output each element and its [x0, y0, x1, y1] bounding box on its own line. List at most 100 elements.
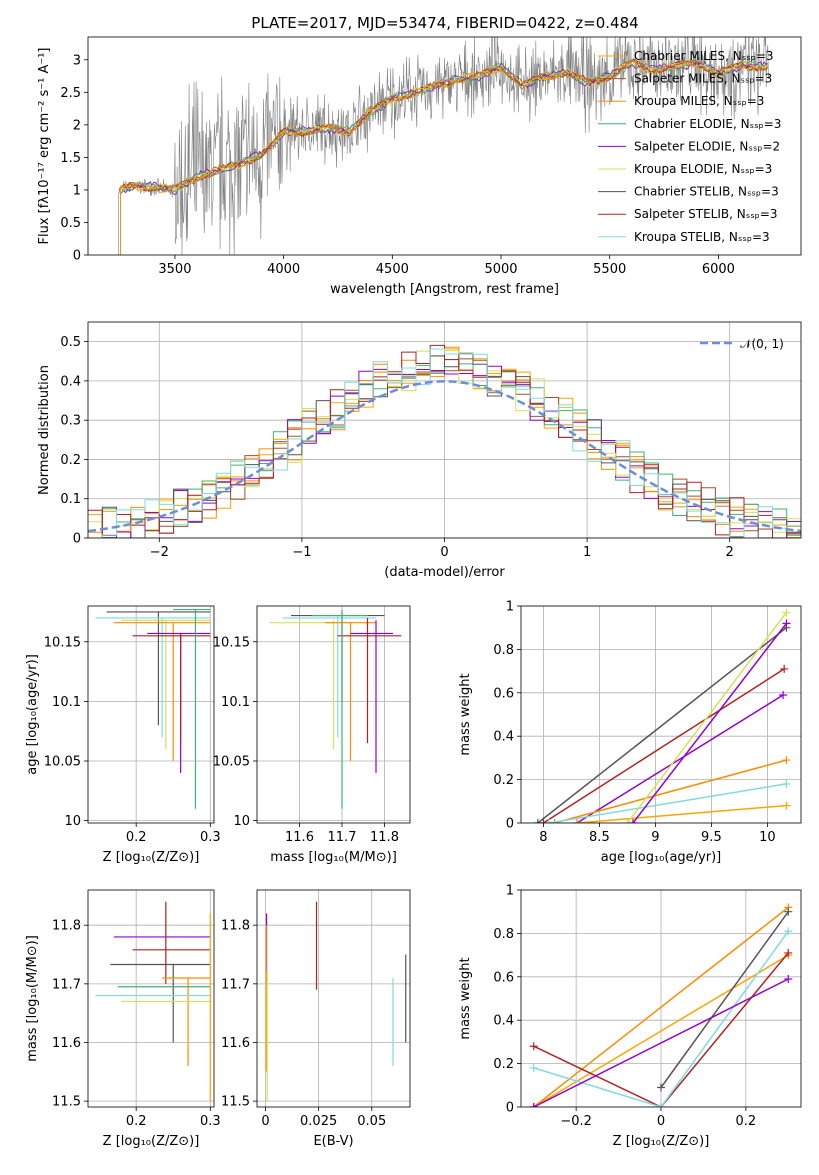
figure-title: PLATE=2017, MJD=53474, FIBERID=0422, z=0…: [251, 14, 638, 32]
y-tick-label: 0: [506, 817, 514, 832]
y-tick-label: 11.7: [52, 977, 81, 992]
y-tick-label: 0.1: [60, 492, 81, 507]
mass-weight-line: [533, 952, 789, 1107]
y-tick-label: 10.15: [44, 635, 81, 650]
panel-mass_vs_Z: 0.2 0.3 11.5 11.6 11.7 11.8 Z [log₁₀(Z/Z⊙)] mas…: [25, 889, 221, 1149]
axis-frame: [87, 605, 215, 824]
x-tick-label: 2: [726, 545, 734, 560]
y-tick-label: 0.5: [60, 335, 81, 350]
y-tick-label: 0.3: [60, 414, 81, 429]
y-tick-label: 2: [73, 118, 81, 133]
y-tick-label: 1: [73, 183, 81, 198]
y-tick-label: 0: [73, 532, 81, 547]
plot-area: [257, 890, 410, 1107]
x-tick-label: 11.6: [285, 830, 314, 845]
data-point-marker: [784, 974, 793, 983]
axis-frame: [87, 321, 802, 539]
x-tick-label: −1: [292, 545, 311, 560]
data-point-marker: [657, 1083, 665, 1092]
x-axis-label: E(B-V): [313, 1134, 353, 1149]
axis-frame: [87, 36, 802, 256]
data-point-marker: [539, 819, 548, 823]
x-tick-label: 9: [651, 830, 659, 845]
data-point-marker: [780, 664, 789, 673]
x-tick-label: 4500: [376, 262, 409, 277]
y-tick-label: 10.05: [213, 755, 250, 770]
x-tick-label: 0: [261, 1114, 269, 1129]
legend-label: Salpeter STELIB, Nₛₛₚ=3: [634, 207, 778, 221]
data-point-marker: [782, 756, 791, 765]
x-tick-label: 11.8: [370, 830, 399, 845]
data-point-marker: [782, 608, 791, 617]
panel-massweight_vs_Z: −0.2 0 0.2 0 0.2 0.4 0.6 0.8 1 Z [log₁₀(Z/Z⊙)] mas…: [458, 884, 802, 1149]
y-tick-label: 11.5: [221, 1095, 250, 1110]
y-tick-label: 11.6: [52, 1036, 81, 1051]
legend-label: Kroupa STELIB, Nₛₛₚ=3: [634, 230, 770, 244]
x-axis-label: Z [log₁₀(Z/Z⊙)]: [103, 1134, 200, 1149]
x-tick-label: 4000: [267, 262, 300, 277]
y-tick-label: 0.5: [60, 216, 81, 231]
y-tick-label: 10.1: [52, 695, 81, 710]
x-tick-label: 9.5: [701, 830, 722, 845]
data-point-marker: [782, 801, 791, 810]
y-tick-label: 0.8: [493, 643, 514, 658]
x-tick-label: 0.2: [736, 1114, 757, 1129]
data-point-marker: [573, 819, 581, 823]
x-tick-label: 0.2: [126, 1114, 147, 1129]
mass-weight-line: [554, 759, 787, 823]
axis-frame: [256, 605, 411, 824]
y-tick-label: 10.15: [213, 635, 250, 650]
legend-label: Kroupa ELODIE, Nₛₛₚ=3: [634, 162, 772, 176]
x-tick-label: 11.7: [328, 830, 357, 845]
mass-weight-line: [542, 668, 785, 823]
data-point-marker: [782, 779, 791, 788]
panel-age_vs_Z: 0.2 0.3 10 10.05 10.1 10.15 Z [log₁₀(Z/Z⊙)] age…: [25, 605, 221, 865]
y-tick-label: 0.2: [493, 1057, 514, 1072]
y-tick-label: 0.6: [493, 686, 514, 701]
plot-area: [118, 37, 769, 255]
panel-residuals: −2 −1 0 1 2 0 0.1 0.2 0.3 0.4 0.5 (data-model)/erro…: [37, 321, 802, 580]
data-point-marker: [529, 1063, 538, 1072]
data-point-marker: [784, 927, 793, 936]
y-tick-label: 11.7: [221, 977, 250, 992]
x-axis-label: wavelength [Angstrom, rest frame]: [330, 282, 559, 297]
data-point-marker: [550, 819, 559, 823]
model-spectrum-line: [120, 58, 768, 255]
data-point-marker: [782, 619, 791, 628]
y-tick-label: 10.05: [44, 755, 81, 770]
y-tick-label: 11.5: [52, 1095, 81, 1110]
panel-mass_vs_ebv: 0 0.025 0.05 11.5 11.6 11.7 11.8 E(B-V): [221, 889, 411, 1149]
x-tick-label: 1: [583, 545, 591, 560]
x-axis-label: (data-model)/error: [384, 565, 505, 580]
data-point-marker: [784, 907, 793, 916]
data-point-marker: [529, 1103, 538, 1107]
x-tick-label: 8.5: [589, 830, 610, 845]
x-tick-label: 10: [759, 830, 776, 845]
legend-label: Chabrier STELIB, Nₛₛₚ=3: [634, 185, 779, 199]
data-point-marker: [533, 819, 542, 823]
axis-frame: [520, 889, 802, 1108]
x-axis-label: age [log₁₀(age/yr)]: [601, 850, 722, 865]
y-tick-label: 0.8: [493, 927, 514, 942]
data-point-marker: [784, 948, 793, 957]
axis-frame: [87, 889, 215, 1108]
mass-weight-line: [632, 622, 787, 823]
x-tick-label: 5000: [484, 262, 517, 277]
mass-weight-line: [660, 911, 789, 1088]
legend-label: Salpeter MILES, Nₛₛₚ=3: [634, 72, 772, 86]
y-axis-label: mass weight: [458, 957, 473, 1039]
mass-weight-line: [576, 804, 787, 823]
residual-histogram: [88, 358, 801, 538]
y-tick-label: 10: [64, 814, 81, 829]
x-tick-label: 0.025: [300, 1114, 337, 1129]
legend-label: Salpeter ELODIE, Nₛₛₚ=2: [634, 139, 780, 153]
legend-label: Chabrier MILES, Nₛₛₚ=3: [634, 49, 774, 63]
axis-frame: [520, 605, 802, 824]
y-tick-label: 0.4: [493, 1014, 514, 1029]
y-axis-label: mass [log₁₀(M/M⊙)]: [25, 935, 40, 1062]
y-tick-label: 1: [506, 884, 514, 899]
data-point-marker: [657, 1103, 665, 1107]
y-tick-label: 10.1: [221, 695, 250, 710]
data-point-marker: [529, 1042, 538, 1051]
mass-weight-line: [626, 612, 787, 823]
